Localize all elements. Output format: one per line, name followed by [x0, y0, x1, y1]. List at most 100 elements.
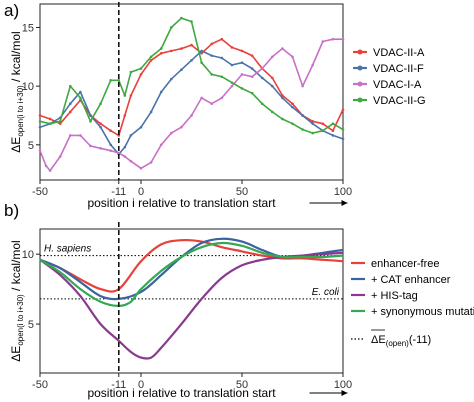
data-point [149, 55, 153, 59]
x-tick-label: 0 [138, 186, 144, 198]
legend-label: enhancer-free [371, 258, 440, 270]
legend-label: + HIS-tag [371, 290, 418, 302]
data-point [200, 49, 203, 53]
data-point [190, 59, 193, 62]
data-point [281, 96, 284, 100]
data-point [321, 40, 325, 43]
y-tick-label: 15 [22, 22, 34, 34]
data-point [123, 155, 127, 158]
data-point [79, 90, 82, 94]
data-point [89, 144, 92, 148]
data-point [69, 84, 72, 88]
data-point [170, 131, 173, 135]
data-point [58, 155, 62, 158]
data-point [139, 67, 143, 70]
y-tick-label: 5 [28, 140, 34, 152]
data-point [271, 110, 274, 114]
data-point [123, 114, 127, 117]
x-axis-label: position i relative to translation start [87, 196, 276, 210]
data-point [281, 117, 284, 121]
data-point [44, 164, 48, 168]
data-point [240, 87, 244, 90]
data-point [271, 55, 274, 59]
legend-label: VDAC-II-A [373, 47, 425, 59]
legend-label: + CAT enhancer [371, 274, 451, 286]
data-point [301, 128, 304, 131]
data-point [291, 102, 294, 106]
legend-marker [357, 81, 363, 87]
series-line-vdac-ii-g [39, 17, 344, 134]
data-point [240, 49, 244, 53]
data-point [250, 91, 254, 95]
data-point [109, 129, 112, 133]
y-tick-label: 10 [22, 249, 34, 261]
data-point [109, 78, 112, 82]
data-point [38, 120, 42, 123]
chart-panel-b: b) 5 10 -50 -11 0 50 100 H. sapiens E. coli ΔEopen… [4, 201, 474, 400]
data-point [139, 125, 143, 129]
data-point [180, 125, 183, 129]
x-tick-label: -50 [32, 379, 48, 391]
data-point [210, 73, 213, 76]
data-point [129, 134, 133, 137]
series-line-enhancer-free [39, 238, 344, 293]
data-point [159, 47, 163, 50]
data-point [159, 143, 163, 147]
data-point [220, 56, 224, 60]
x-tick-label: -11 [111, 186, 126, 198]
data-point [210, 102, 213, 106]
series-line-vdac-ii-f [39, 50, 344, 155]
series-line-vdac-ii-a [39, 38, 344, 137]
data-point [341, 128, 345, 131]
series-line--his-tag [39, 251, 344, 360]
data-point [109, 143, 112, 147]
data-point [311, 122, 315, 125]
data-point [210, 42, 213, 46]
y-tick-label: 5 [28, 319, 34, 331]
data-point [230, 84, 234, 88]
x-tick-label: 100 [334, 379, 352, 391]
data-point [149, 110, 153, 114]
data-point [311, 131, 315, 135]
reference-line-label: H. sapiens [44, 244, 91, 255]
x-axis-arrowhead [341, 200, 348, 206]
data-point [149, 161, 153, 164]
panel-label: b) [4, 201, 19, 220]
data-point [230, 81, 234, 84]
data-point [240, 61, 244, 64]
data-point [69, 102, 72, 106]
data-point [117, 151, 121, 155]
data-point [271, 76, 274, 80]
data-point [271, 84, 274, 88]
plot-frame [39, 3, 344, 181]
data-point [38, 125, 42, 129]
data-point [58, 120, 62, 123]
data-point [210, 54, 213, 57]
data-point [129, 159, 133, 163]
data-point [180, 68, 183, 72]
data-point [69, 134, 72, 137]
data-point [321, 129, 325, 133]
data-point [123, 145, 127, 149]
data-point [260, 76, 264, 80]
data-point [170, 26, 173, 29]
data-point [79, 134, 82, 137]
data-point [99, 122, 102, 125]
data-point [200, 61, 203, 64]
data-point [99, 102, 102, 106]
data-point [69, 110, 72, 114]
data-point [260, 102, 264, 106]
x-tick-label: 50 [236, 379, 248, 391]
data-point [48, 169, 52, 172]
data-point [250, 75, 254, 79]
data-point [180, 47, 183, 50]
data-point [190, 43, 193, 47]
x-axis-label: position i relative to translation start [87, 386, 276, 400]
legend: VDAC-II-A VDAC-II-F VDAC-I-A VDAC-II-G [353, 47, 426, 107]
y-axis-label: ΔEopen(i to i+30) / kcal/mol [9, 240, 25, 361]
legend-marker [357, 65, 363, 71]
data-point [240, 73, 244, 76]
data-point [38, 149, 42, 152]
data-point [38, 114, 42, 117]
